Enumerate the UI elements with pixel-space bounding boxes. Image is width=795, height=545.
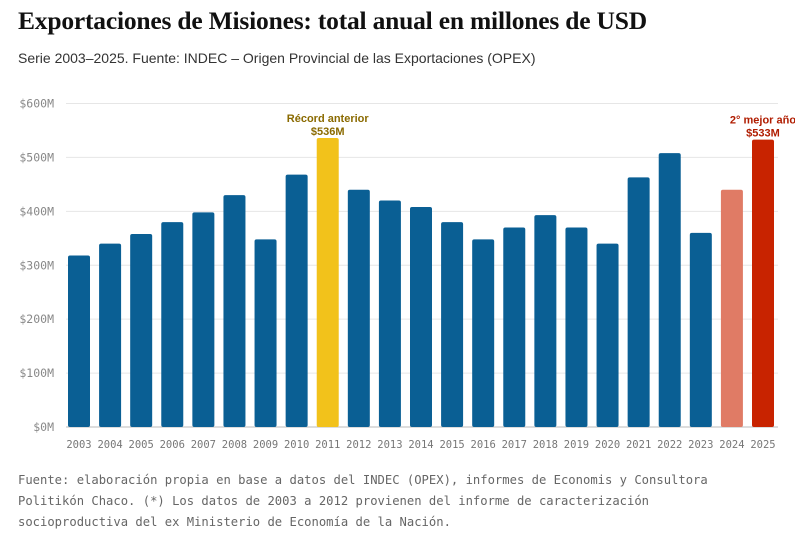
x-tick-label: 2009 — [253, 439, 278, 451]
x-tick-label: 2013 — [377, 439, 402, 451]
x-tick-label: 2005 — [129, 439, 154, 451]
bar-2020 — [596, 243, 619, 427]
bar-2015 — [441, 222, 464, 427]
x-tick-label: 2022 — [657, 439, 682, 451]
chart-title: Exportaciones de Misiones: total anual e… — [18, 6, 647, 35]
x-tick-label: 2020 — [595, 439, 620, 451]
annotation-label: Récord anterior — [287, 113, 370, 125]
bar-2009 — [254, 239, 277, 427]
x-tick-label: 2024 — [719, 439, 744, 451]
chart-subtitle: Serie 2003–2025. Fuente: INDEC – Origen … — [18, 50, 536, 66]
x-tick-label: 2006 — [160, 439, 185, 451]
annotation-label: $533M — [746, 128, 780, 140]
x-tick-label: 2010 — [284, 439, 309, 451]
bar-2023 — [689, 232, 712, 427]
x-tick-label: 2015 — [439, 439, 464, 451]
bar-2012 — [347, 189, 370, 427]
bar-2010 — [285, 174, 308, 427]
bar-2008 — [223, 195, 246, 427]
bar-2003 — [68, 255, 90, 427]
x-tick-label: 2007 — [191, 439, 216, 451]
x-tick-label: 2008 — [222, 439, 247, 451]
bar-2005 — [130, 233, 153, 427]
x-tick-label: 2014 — [408, 439, 433, 451]
x-tick-label: 2017 — [502, 439, 527, 451]
bar-2006 — [161, 222, 184, 427]
x-tick-label: 2011 — [315, 439, 340, 451]
y-tick-label: $300M — [19, 258, 54, 272]
bar-2011 — [316, 138, 339, 428]
bar-2016 — [472, 239, 495, 427]
bar-2004 — [99, 243, 122, 427]
y-tick-label: $500M — [19, 150, 54, 164]
y-tick-label: $100M — [19, 366, 54, 380]
footer-line: Fuente: elaboración propia en base a dat… — [18, 473, 708, 487]
bar-2021 — [627, 177, 650, 427]
x-tick-label: 2016 — [471, 439, 496, 451]
x-tick-label: 2018 — [533, 439, 558, 451]
y-tick-label: $600M — [19, 97, 54, 111]
x-tick-label: 2025 — [750, 439, 775, 451]
bar-chart: $0M $100M $200M $300M $400M $500M $600M 2003 200… — [19, 97, 795, 452]
y-tick-label: $200M — [19, 312, 54, 326]
bar-2013 — [378, 200, 401, 427]
bar-2007 — [192, 212, 215, 427]
bar-2019 — [565, 227, 588, 427]
x-tick-label: 2021 — [626, 439, 651, 451]
bar-2017 — [503, 227, 526, 427]
annotation-label: 2° mejor año — [730, 115, 795, 127]
y-tick-label: $400M — [19, 204, 54, 218]
x-tick-label: 2023 — [688, 439, 713, 451]
y-tick-label: $0M — [33, 420, 54, 434]
bar-2024 — [720, 189, 743, 427]
footer-note: Fuente: elaboración propia en base a dat… — [18, 470, 708, 533]
x-tick-label: 2019 — [564, 439, 589, 451]
bar-2025 — [752, 139, 774, 428]
footer-line: Politikón Chaco. (*) Los datos de 2003 a… — [18, 494, 650, 508]
annotation-label: $536M — [311, 126, 345, 138]
x-tick-label: 2012 — [346, 439, 371, 451]
bar-2018 — [534, 215, 557, 427]
x-tick-label: 2004 — [97, 439, 122, 451]
footer-line: socioproductiva del ex Ministerio de Eco… — [18, 515, 451, 529]
bar-2014 — [410, 207, 432, 427]
x-tick-label: 2003 — [66, 439, 91, 451]
bar-2022 — [658, 153, 681, 427]
